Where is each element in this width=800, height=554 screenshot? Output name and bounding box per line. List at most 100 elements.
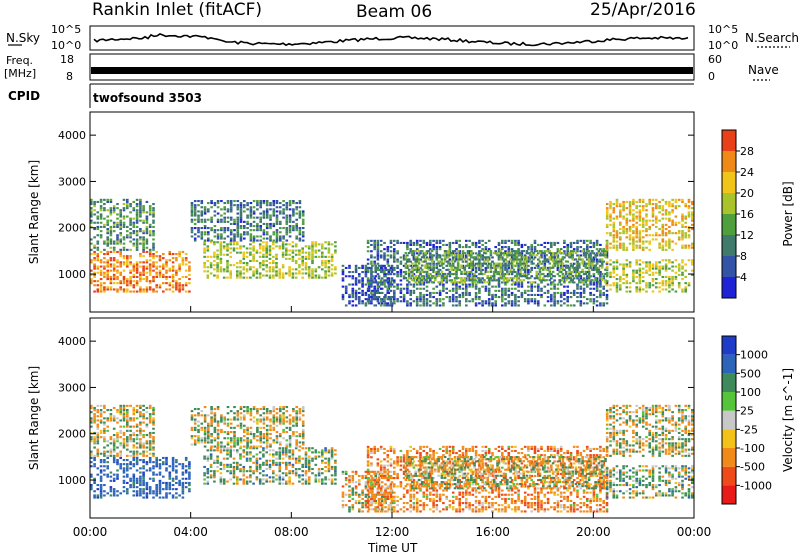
data-cell — [106, 450, 109, 453]
data-cell — [509, 254, 512, 257]
data-cell — [387, 296, 391, 299]
data-cell — [602, 293, 605, 296]
data-cell — [351, 283, 355, 286]
data-cell — [478, 273, 481, 276]
data-cell — [109, 452, 113, 455]
data-cell — [90, 261, 93, 264]
data-cell — [142, 219, 145, 222]
data-cell — [213, 472, 216, 475]
data-cell — [239, 225, 243, 228]
data-cell — [514, 275, 517, 278]
data-cell — [450, 281, 453, 284]
data-cell — [239, 463, 242, 466]
data-cell — [628, 282, 632, 285]
data-cell — [625, 286, 629, 289]
data-cell — [501, 304, 504, 307]
data-cell — [384, 293, 387, 296]
data-cell — [285, 463, 288, 466]
data-cell — [262, 474, 265, 477]
data-cell — [219, 241, 223, 244]
data-cell — [481, 273, 484, 276]
data-cell — [587, 256, 591, 259]
data-cell — [582, 252, 586, 255]
data-cell — [407, 252, 411, 255]
data-cell — [538, 250, 542, 253]
data-cell — [609, 271, 612, 274]
data-cell — [499, 275, 503, 278]
data-cell — [466, 275, 470, 278]
data-cell — [506, 279, 509, 282]
data-cell — [458, 246, 461, 249]
data-cell — [619, 238, 622, 241]
data-cell — [655, 205, 658, 208]
data-cell — [445, 254, 448, 257]
nsky-strip: N.Sky 10^5 10^0 N.Search 10^5 10^0 — [6, 23, 799, 52]
data-cell — [272, 459, 275, 462]
data-cell — [291, 470, 295, 473]
data-cell — [295, 237, 298, 240]
data-cell — [553, 275, 556, 278]
data-cell — [638, 286, 642, 289]
data-cell — [132, 481, 136, 484]
data-cell — [671, 282, 674, 285]
data-cell — [307, 247, 311, 250]
data-cell — [399, 260, 403, 263]
data-cell — [255, 272, 259, 275]
data-cell — [181, 250, 185, 253]
data-cell — [321, 245, 324, 248]
data-cell — [543, 304, 547, 307]
data-cell — [540, 289, 543, 292]
data-cell — [93, 431, 96, 434]
data-cell — [479, 254, 483, 257]
data-cell — [116, 421, 119, 424]
data-cell — [645, 246, 648, 249]
data-cell — [103, 261, 106, 264]
data-cell — [645, 230, 648, 233]
data-cell — [252, 274, 255, 277]
data-cell — [341, 293, 345, 296]
data-cell — [116, 290, 119, 293]
data-cell — [361, 302, 364, 305]
data-cell — [229, 478, 232, 481]
data-cell — [615, 205, 619, 208]
data-cell — [148, 255, 152, 258]
data-cell — [262, 202, 266, 205]
data-cell — [638, 271, 642, 274]
data-cell — [563, 239, 566, 242]
data-cell — [497, 283, 501, 286]
data-cell — [478, 264, 481, 267]
data-cell — [687, 211, 691, 214]
data-cell — [638, 217, 642, 220]
data-cell — [142, 471, 145, 474]
data-cell — [236, 478, 239, 481]
data-cell — [232, 476, 236, 479]
data-cell — [126, 467, 129, 470]
data-cell — [129, 275, 132, 278]
data-cell — [351, 289, 355, 292]
data-cell — [517, 258, 520, 261]
data-cell — [165, 467, 168, 470]
data-cell — [222, 268, 226, 271]
data-cell — [262, 241, 265, 244]
data-cell — [213, 449, 216, 452]
data-cell — [93, 465, 96, 468]
data-cell — [106, 209, 109, 212]
data-cell — [546, 275, 550, 278]
data-cell — [152, 427, 155, 430]
data-cell — [116, 494, 119, 497]
data-cell — [625, 221, 629, 224]
data-cell — [615, 215, 619, 218]
data-cell — [112, 273, 116, 276]
data-cell — [419, 298, 422, 301]
data-cell — [540, 296, 543, 299]
data-cell — [668, 267, 671, 270]
data-cell — [386, 289, 390, 292]
data-cell — [687, 230, 691, 233]
data-cell — [243, 233, 246, 236]
data-cell — [275, 253, 278, 256]
data-cell — [220, 208, 223, 211]
data-cell — [99, 419, 103, 422]
data-cell — [499, 277, 503, 280]
data-cell — [551, 266, 555, 269]
data-cell — [99, 265, 103, 268]
